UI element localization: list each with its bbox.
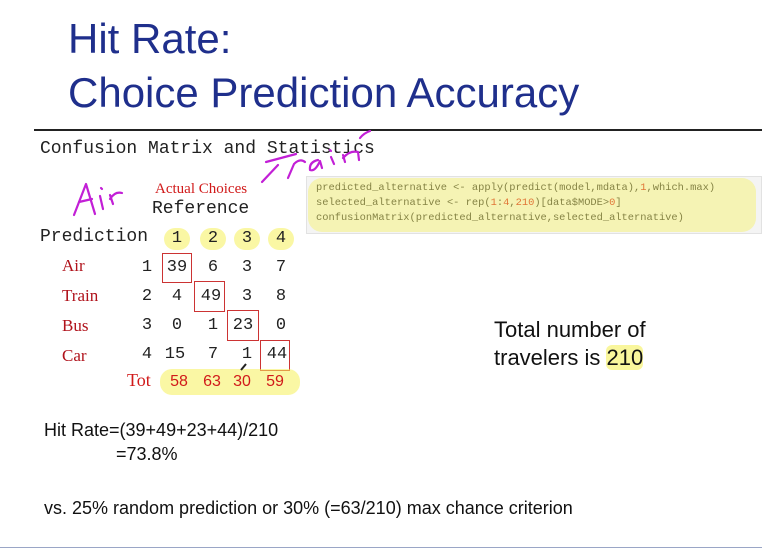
- diagonal-box: [227, 310, 259, 341]
- comparison-text: vs. 25% random prediction or 30% (=63/21…: [44, 498, 573, 518]
- col-highlight-4: [268, 228, 294, 250]
- matrix-cell: 23: [232, 316, 254, 335]
- total-travelers-line1: Total number of: [494, 317, 646, 342]
- matrix-cell: 0: [171, 316, 183, 335]
- code-line-2: selected_alternative <- rep(1:4,210)[dat…: [316, 197, 622, 209]
- row-label-bus: Bus: [62, 316, 89, 335]
- matrix-cell: 7: [275, 258, 287, 277]
- total-value: 63: [203, 373, 221, 390]
- code-highlight: [308, 178, 756, 232]
- total-value: 59: [266, 373, 284, 390]
- matrix-cell: 44: [266, 345, 288, 364]
- column-header: 1: [171, 229, 183, 248]
- row-label-car: Car: [62, 346, 87, 365]
- matrix-cell: 3: [241, 258, 253, 277]
- matrix-cell: 1: [207, 316, 219, 335]
- matrix-cell: 49: [200, 287, 222, 306]
- hit-rate-line2: =73.8%: [116, 444, 178, 464]
- diagonal-box: [194, 281, 225, 312]
- pen-mark: [240, 363, 247, 371]
- handwritten-train: [260, 129, 372, 184]
- matrix-cell: 39: [166, 258, 188, 277]
- code-line-1: predicted_alternative <- apply(predict(m…: [316, 182, 716, 194]
- col-highlight-3: [234, 228, 260, 250]
- total-value: 30: [233, 373, 251, 390]
- matrix-cell: 0: [275, 316, 287, 335]
- hit-rate-formula: Hit Rate=(39+49+23+44)/210 =73.8%: [44, 418, 278, 466]
- totals-label: Tot: [127, 370, 151, 390]
- actual-choices-label: Actual Choices: [155, 181, 248, 197]
- section-heading: Confusion Matrix and Statistics: [40, 139, 375, 159]
- matrix-cell: 1: [241, 345, 253, 364]
- matrix-cell: 7: [207, 345, 219, 364]
- column-header: 2: [207, 229, 219, 248]
- matrix-cell: 15: [164, 345, 186, 364]
- title-divider: [34, 129, 762, 131]
- row-index: 2: [141, 287, 153, 306]
- column-header: 4: [275, 229, 287, 248]
- row-index: 3: [141, 316, 153, 335]
- hit-rate-line1: Hit Rate=(39+49+23+44)/210: [44, 420, 279, 440]
- slide-title-line2: Choice Prediction Accuracy: [68, 69, 580, 116]
- slide-title-line1: Hit Rate:: [68, 15, 232, 62]
- row-label-air: Air: [62, 256, 85, 275]
- total-value: 58: [170, 373, 188, 390]
- col-highlight-1: [164, 228, 190, 250]
- row-index: 1: [141, 258, 153, 277]
- total-travelers-line2: travelers is 210: [494, 345, 644, 370]
- bottom-divider: [0, 547, 762, 548]
- row-index: 4: [141, 345, 153, 364]
- matrix-cell: 6: [207, 258, 219, 277]
- prediction-label: Prediction: [40, 227, 149, 247]
- code-line-3: confusionMatrix(predicted_alternative,se…: [316, 212, 684, 224]
- matrix-cell: 3: [241, 287, 253, 306]
- diagonal-box: [162, 253, 192, 283]
- totals-highlight: [160, 369, 300, 395]
- handwritten-air: [72, 182, 124, 217]
- r-code-block: predicted_alternative <- apply(predict(m…: [306, 176, 762, 234]
- column-header: 3: [241, 229, 253, 248]
- matrix-cell: 4: [171, 287, 183, 306]
- travelers-count: 210: [606, 345, 644, 370]
- col-highlight-2: [200, 228, 226, 250]
- matrix-cell: 8: [275, 287, 287, 306]
- row-label-train: Train: [62, 286, 99, 305]
- total-travelers-note: Total number of travelers is 210: [494, 316, 646, 372]
- reference-label: Reference: [152, 199, 250, 219]
